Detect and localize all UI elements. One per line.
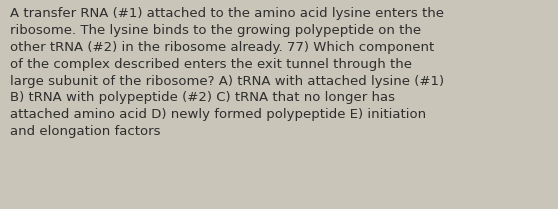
- Text: A transfer RNA (#1) attached to the amino acid lysine enters the
ribosome. The l: A transfer RNA (#1) attached to the amin…: [10, 7, 444, 138]
